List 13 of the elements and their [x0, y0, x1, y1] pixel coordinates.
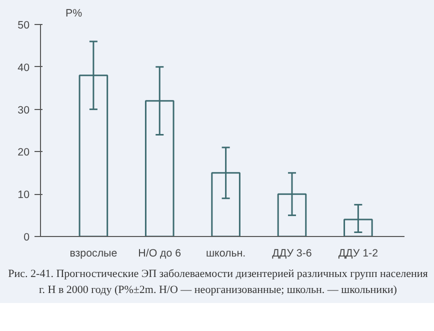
- x-tick-label: взрослые: [70, 248, 118, 260]
- x-tick-label: ДДУ 1-2: [338, 248, 378, 260]
- y-tick-label: 10: [18, 189, 30, 202]
- x-tick-label: школьн.: [206, 248, 246, 260]
- x-tick-label: ДДУ 3-6: [272, 248, 312, 260]
- text: Рис. 2-41. Прогностические ЭП заболеваемости дизентерией различных групп населения г. Н в 2000 году (Р%±2m. Н/О — неорганизованные; школьн. — школьники): [8, 267, 428, 298]
- y-tick-label: 0: [24, 232, 30, 244]
- x-tick-label: Н/О до 6: [138, 248, 182, 260]
- y-tick-label: 20: [18, 146, 30, 159]
- y-tick-label: 40: [18, 62, 30, 74]
- y-tick-label: 30: [18, 104, 30, 116]
- y-axis-title: Р%: [66, 8, 83, 20]
- y-tick-label: 50: [18, 20, 30, 32]
